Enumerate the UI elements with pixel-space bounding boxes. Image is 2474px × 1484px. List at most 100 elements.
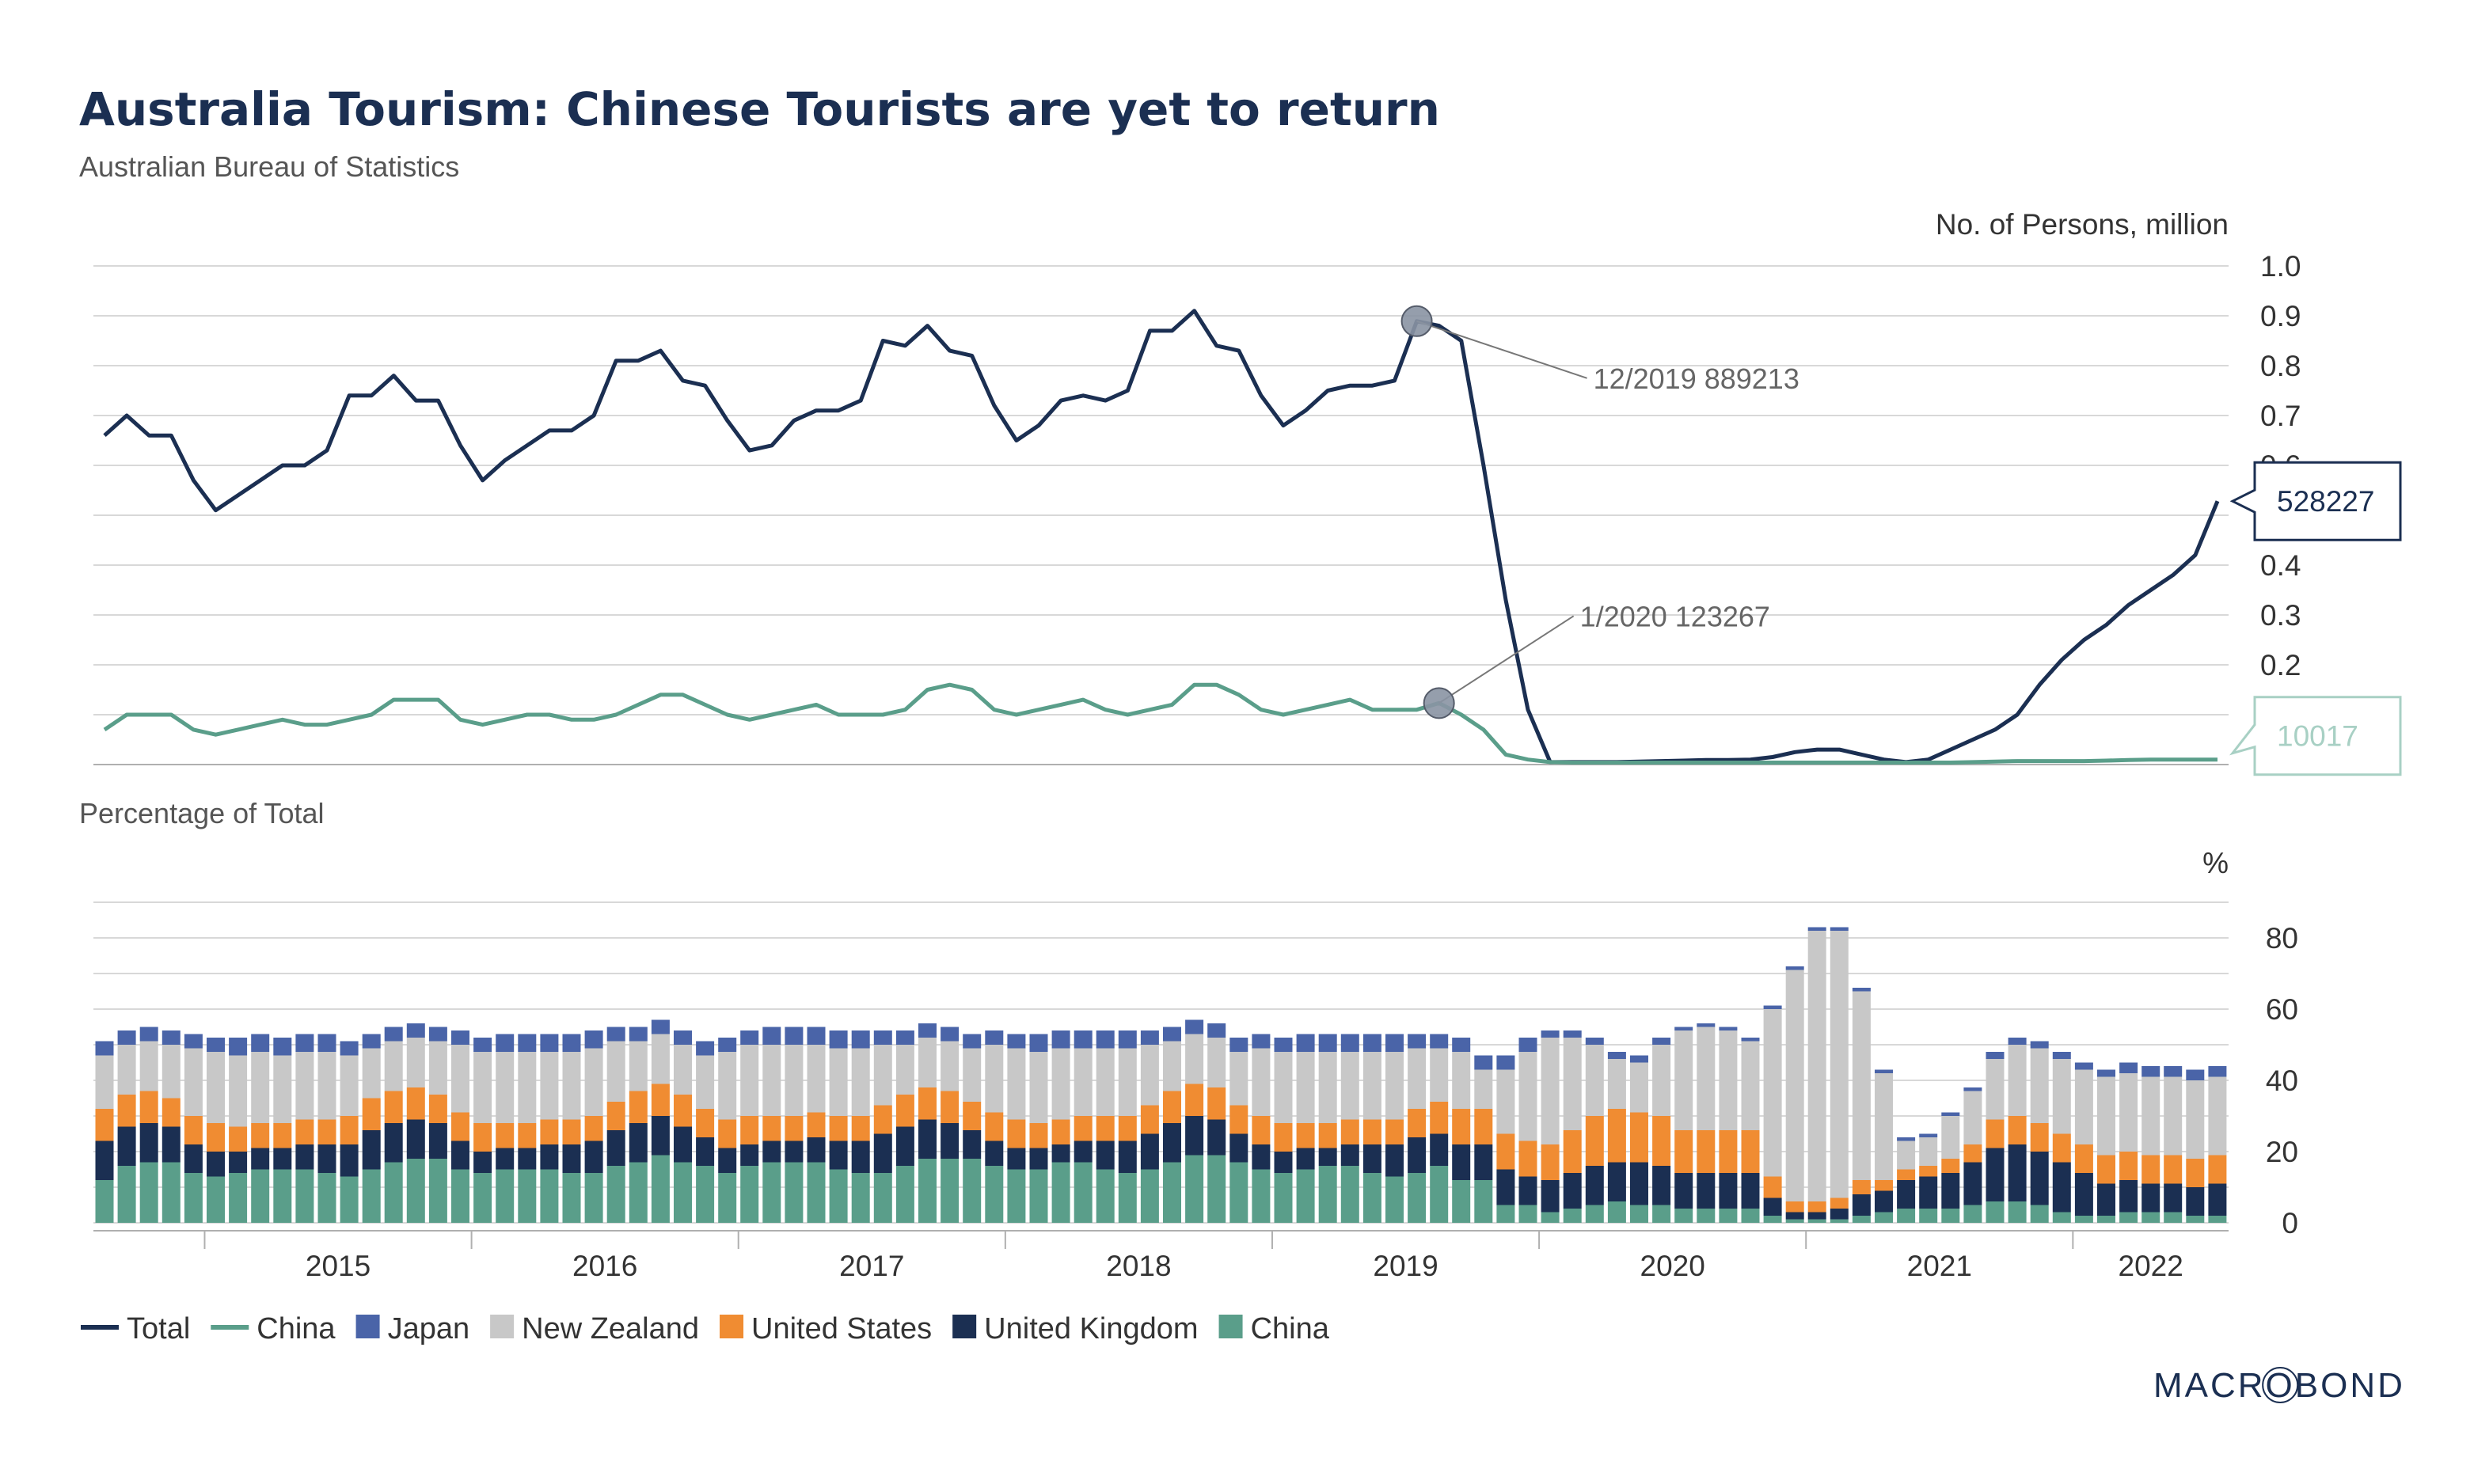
bar-segment-united-states: [1852, 1180, 1871, 1194]
bar-segment-new-zealand: [873, 1045, 892, 1106]
bar-segment-united-kingdom: [1763, 1197, 1782, 1216]
bar-segment-china: [918, 1159, 937, 1223]
bar-segment-china: [606, 1166, 625, 1223]
bar-segment-united-kingdom: [1875, 1190, 1893, 1213]
bar-segment-united-states: [1830, 1197, 1849, 1209]
bar-segment-japan: [518, 1034, 537, 1052]
bar-segment-united-kingdom: [1252, 1144, 1271, 1170]
line-y-tick-label: 1.0: [2260, 250, 2301, 283]
x-axis-year-label: 2015: [306, 1250, 371, 1282]
bar-segment-japan: [1919, 1133, 1938, 1137]
bar-segment-japan: [918, 1023, 937, 1038]
bar-segment-new-zealand: [229, 1055, 248, 1127]
bar-segment-china: [1385, 1176, 1404, 1223]
x-axis-year-label: 2021: [1907, 1250, 1972, 1282]
bar-segment-united-states: [1697, 1130, 1716, 1173]
bar-segment-japan: [1362, 1034, 1381, 1052]
bar-segment-united-states: [496, 1123, 515, 1148]
bar-segment-china: [1518, 1205, 1537, 1223]
bar-segment-united-states: [2119, 1152, 2138, 1180]
annotation-label: 1/2020 123267: [1580, 600, 1770, 632]
bar-segment-new-zealand: [2052, 1059, 2071, 1134]
bar-segment-united-kingdom: [207, 1152, 225, 1177]
bar-segment-china: [1229, 1162, 1248, 1223]
bar-segment-china: [895, 1166, 914, 1223]
bar-segment-japan: [340, 1041, 359, 1056]
bar-segment-united-kingdom: [2186, 1187, 2205, 1216]
bar-segment-new-zealand: [1252, 1048, 1271, 1116]
line-panel-end-labels: 528227 10017: [2229, 461, 2402, 776]
bar-segment-new-zealand: [95, 1055, 114, 1109]
legend-label-japan: Japan: [388, 1312, 470, 1345]
bar-segment-japan: [2052, 1052, 2071, 1059]
bar-segment-united-states: [362, 1098, 381, 1130]
bar-segment-china: [851, 1173, 870, 1223]
bar-segment-china: [1807, 1219, 1826, 1223]
bar-segment-united-states: [1630, 1112, 1648, 1163]
bar-segment-new-zealand: [2164, 1076, 2183, 1156]
bar-segment-china: [1318, 1166, 1337, 1223]
bar-segment-united-states: [1408, 1109, 1427, 1137]
bar-segment-china: [540, 1169, 559, 1223]
bar-segment-united-states: [1585, 1116, 1604, 1166]
bar-segment-united-kingdom: [1630, 1162, 1648, 1205]
legend: Total China Japan New Zealand United States U…: [81, 1312, 1330, 1345]
bar-segment-united-states: [184, 1116, 203, 1144]
line-y-tick-label: 0.2: [2260, 649, 2301, 681]
bar-segment-japan: [540, 1034, 559, 1052]
bar-segment-united-states: [851, 1116, 870, 1141]
bar-segment-united-states: [1229, 1105, 1248, 1134]
bar-segment-united-kingdom: [384, 1123, 403, 1163]
bar-segment-united-states: [696, 1109, 715, 1137]
bar-segment-united-states: [829, 1116, 848, 1141]
bar-segment-united-states: [1474, 1109, 1493, 1144]
bar-segment-china: [2008, 1201, 2027, 1223]
legend-label-united-kingdom: United Kingdom: [984, 1312, 1198, 1345]
bar-segment-new-zealand: [1652, 1045, 1671, 1116]
bar-segment-united-states: [1563, 1130, 1582, 1173]
bar-segment-united-kingdom: [1919, 1176, 1938, 1209]
bar-segment-china: [2119, 1212, 2138, 1223]
bar-segment-united-states: [606, 1102, 625, 1130]
line-panel-grid: [93, 265, 2229, 765]
bar-segment-united-kingdom: [317, 1144, 336, 1173]
bar-segment-china: [1652, 1205, 1671, 1223]
bar-segment-united-states: [1252, 1116, 1271, 1144]
bar-segment-new-zealand: [2141, 1076, 2160, 1156]
bar-segment-japan: [629, 1027, 648, 1042]
bar-segment-new-zealand: [1674, 1030, 1693, 1130]
bar-segment-china: [1630, 1205, 1648, 1223]
bar-y-tick-label: 60: [2266, 993, 2298, 1026]
bar-segment-united-kingdom: [1897, 1180, 1916, 1209]
bar-segment-japan: [785, 1027, 804, 1045]
bar-segment-new-zealand: [1029, 1052, 1048, 1123]
bar-segment-china: [1474, 1180, 1493, 1223]
bar-segment-united-kingdom: [1074, 1141, 1093, 1163]
bar-segment-united-kingdom: [674, 1126, 692, 1163]
bar-segment-japan: [229, 1038, 248, 1056]
bar-segment-japan: [1408, 1034, 1427, 1049]
bar-segment-japan: [1229, 1038, 1248, 1052]
bar-segment-china: [1096, 1169, 1115, 1223]
bar-segment-united-states: [651, 1084, 670, 1116]
bar-segment-united-states: [895, 1095, 914, 1127]
bar-segment-united-states: [2074, 1144, 2093, 1173]
bar-segment-united-states: [518, 1123, 537, 1148]
legend-box-new-zealand: [490, 1315, 515, 1338]
bar-segment-china: [1007, 1169, 1026, 1223]
bar-segment-japan: [1163, 1027, 1181, 1042]
bar-segment-new-zealand: [162, 1045, 181, 1099]
bar-segment-united-states: [1785, 1201, 1804, 1213]
bar-segment-united-states: [2141, 1155, 2160, 1184]
bar-segment-new-zealand: [540, 1052, 559, 1120]
bar-segment-united-states: [428, 1095, 447, 1123]
bar-segment-united-states: [1140, 1105, 1159, 1134]
bar-segment-new-zealand: [273, 1055, 292, 1123]
bar-segment-united-states: [1007, 1119, 1026, 1148]
bar-segment-new-zealand: [1563, 1038, 1582, 1130]
bar-segment-japan: [1697, 1023, 1716, 1027]
bar-segment-new-zealand: [317, 1052, 336, 1120]
bar-segment-china: [2074, 1216, 2093, 1223]
bar-segment-china: [1029, 1169, 1048, 1223]
